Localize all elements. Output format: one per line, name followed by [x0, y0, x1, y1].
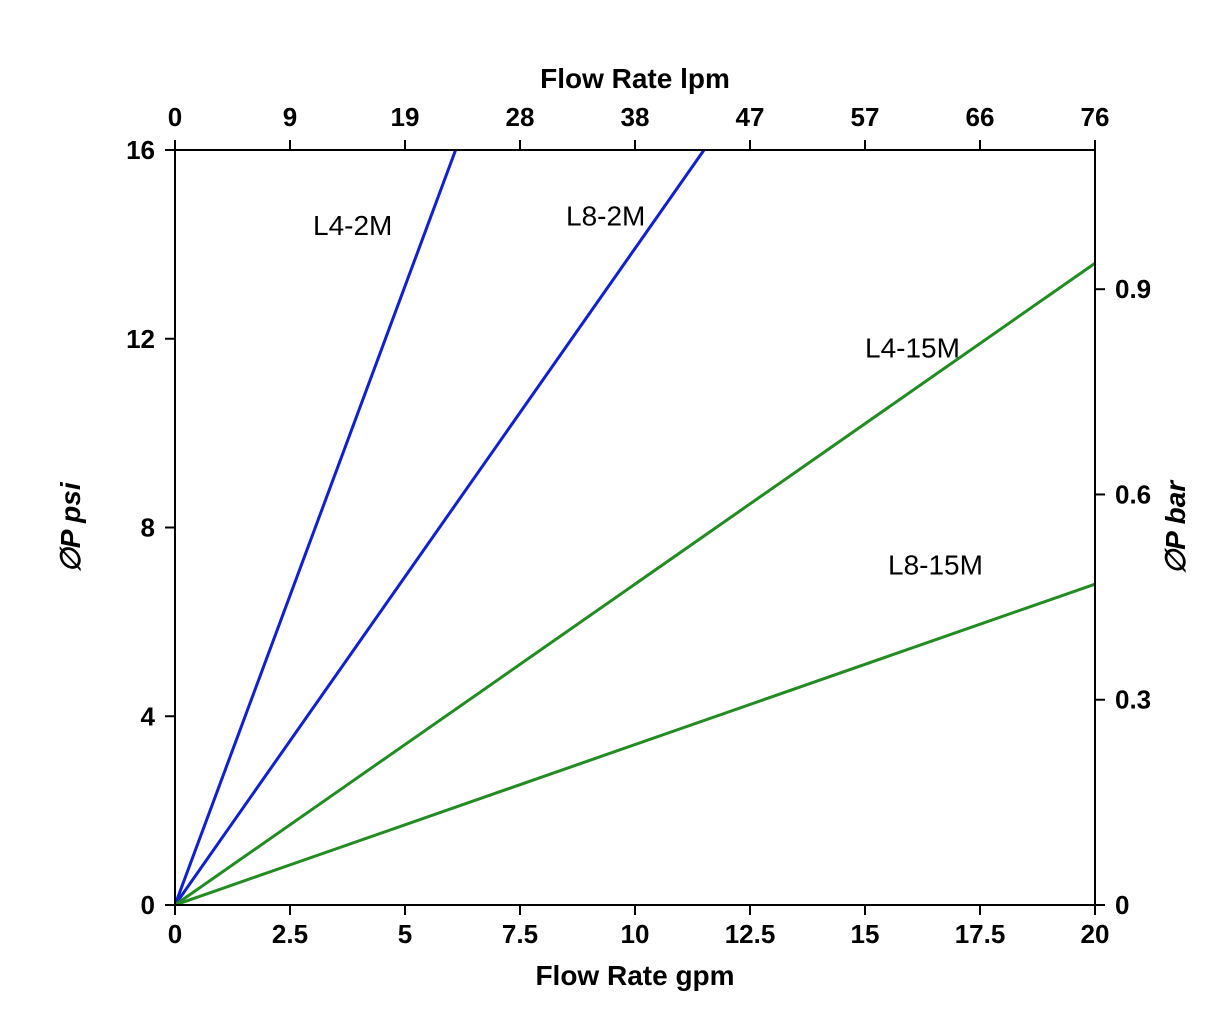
x-bottom-tick-label: 10	[621, 919, 650, 949]
series-label-l4-15m: L4-15M	[865, 333, 960, 364]
x-bottom-tick-label: 12.5	[725, 919, 776, 949]
x-top-axis-title: Flow Rate lpm	[540, 63, 730, 94]
x-bottom-axis-title: Flow Rate gpm	[535, 960, 734, 991]
x-top-tick-label: 19	[391, 102, 420, 132]
x-top-tick-label: 9	[283, 102, 297, 132]
series-label-l8-2m: L8-2M	[566, 201, 645, 232]
y-left-tick-label: 16	[126, 135, 155, 165]
y-left-tick-label: 4	[141, 701, 156, 731]
x-top-tick-label: 0	[168, 102, 182, 132]
x-bottom-tick-label: 2.5	[272, 919, 308, 949]
series-label-l8-15m: L8-15M	[888, 550, 983, 581]
x-bottom-tick-label: 7.5	[502, 919, 538, 949]
y-left-tick-label: 8	[141, 513, 155, 543]
y-right-axis-title: ∅P bar	[1160, 479, 1191, 574]
x-bottom-tick-label: 17.5	[955, 919, 1006, 949]
x-top-tick-label: 47	[736, 102, 765, 132]
x-top-tick-label: 66	[966, 102, 995, 132]
y-right-tick-label: 0.9	[1115, 274, 1151, 304]
y-right-tick-label: 0.3	[1115, 685, 1151, 715]
x-top-tick-label: 57	[851, 102, 880, 132]
x-bottom-tick-label: 5	[398, 919, 412, 949]
pressure-flow-chart: 0 2.5 5 7.5 10 12.5 15 17.5 20 Flow Rate gpm 0 9 19 2…	[0, 0, 1214, 1018]
y-left-tick-label: 12	[126, 324, 155, 354]
series-label-l4-2m: L4-2M	[313, 210, 392, 241]
x-bottom-tick-label: 20	[1081, 919, 1110, 949]
x-top-tick-label: 76	[1081, 102, 1110, 132]
chart-svg: 0 2.5 5 7.5 10 12.5 15 17.5 20 Flow Rate gpm 0 9 19 2…	[0, 0, 1214, 1018]
x-top-tick-label: 38	[621, 102, 650, 132]
y-left-tick-label: 0	[141, 890, 155, 920]
y-left-axis-title: ∅P psi	[55, 481, 86, 572]
x-bottom-tick-label: 15	[851, 919, 880, 949]
x-bottom-tick-label: 0	[168, 919, 182, 949]
x-top-tick-label: 28	[506, 102, 535, 132]
y-right-tick-label: 0.6	[1115, 479, 1151, 509]
y-right-tick-label: 0	[1115, 890, 1129, 920]
